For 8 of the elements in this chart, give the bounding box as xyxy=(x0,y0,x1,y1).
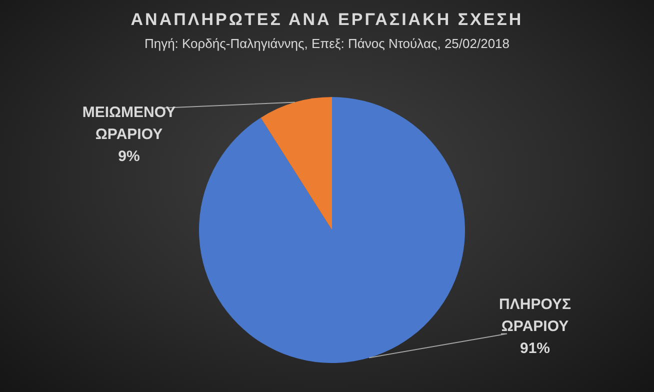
pie-slice xyxy=(199,97,465,363)
slice-label: ΠΛΗΡΟΥΣ ΩΡΑΡΙΟΥ xyxy=(499,296,571,335)
pie-slice xyxy=(260,97,332,230)
slice-label: ΜΕΙΩΜΕΝΟΥ ΩΡΑΡΙΟΥ xyxy=(82,104,176,144)
chart-title: ΑΝΑΠΛΗΡΩΤΕΣ ΑΝΑ ΕΡΓΑΣΙΑΚΗ ΣΧΕΣΗ xyxy=(130,10,524,30)
data-label: 9% xyxy=(118,148,140,166)
data-label: 91% xyxy=(520,340,550,357)
chart-subtitle: Πηγή: Κορδής-Παληγιάννης, Επεξ: Πάνος Ντούλας, 25/02/2018 xyxy=(143,36,511,51)
